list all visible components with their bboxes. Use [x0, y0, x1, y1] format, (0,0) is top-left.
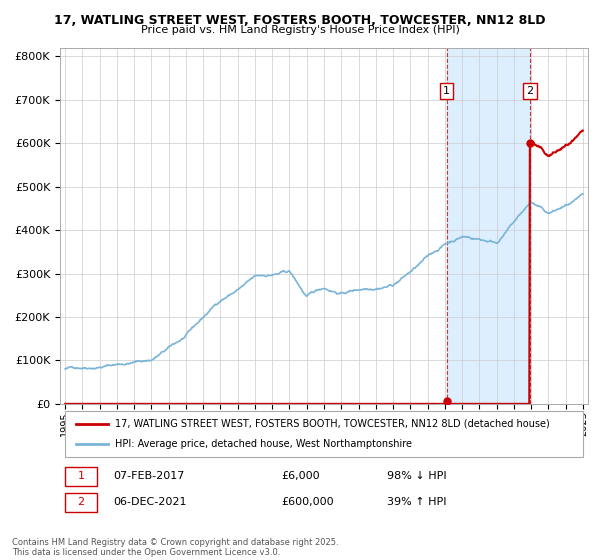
FancyBboxPatch shape [65, 493, 97, 512]
Text: Price paid vs. HM Land Registry's House Price Index (HPI): Price paid vs. HM Land Registry's House … [140, 25, 460, 35]
Text: 39% ↑ HPI: 39% ↑ HPI [388, 497, 447, 507]
Text: 06-DEC-2021: 06-DEC-2021 [113, 497, 187, 507]
Text: Contains HM Land Registry data © Crown copyright and database right 2025.
This d: Contains HM Land Registry data © Crown c… [12, 538, 338, 557]
Text: 2: 2 [526, 86, 533, 96]
Text: 98% ↓ HPI: 98% ↓ HPI [388, 471, 447, 481]
FancyBboxPatch shape [65, 468, 97, 486]
Text: £600,000: £600,000 [282, 497, 334, 507]
Text: 07-FEB-2017: 07-FEB-2017 [113, 471, 184, 481]
Text: £6,000: £6,000 [282, 471, 320, 481]
Text: 2: 2 [77, 497, 85, 507]
Bar [446, 48, 530, 404]
Text: 17, WATLING STREET WEST, FOSTERS BOOTH, TOWCESTER, NN12 8LD: 17, WATLING STREET WEST, FOSTERS BOOTH, … [54, 14, 546, 27]
Text: 17, WATLING STREET WEST, FOSTERS BOOTH, TOWCESTER, NN12 8LD (detached house): 17, WATLING STREET WEST, FOSTERS BOOTH, … [115, 419, 550, 428]
Text: 1: 1 [443, 86, 450, 96]
FancyBboxPatch shape [65, 410, 583, 458]
Text: HPI: Average price, detached house, West Northamptonshire: HPI: Average price, detached house, West… [115, 439, 412, 449]
Text: 1: 1 [77, 471, 85, 481]
